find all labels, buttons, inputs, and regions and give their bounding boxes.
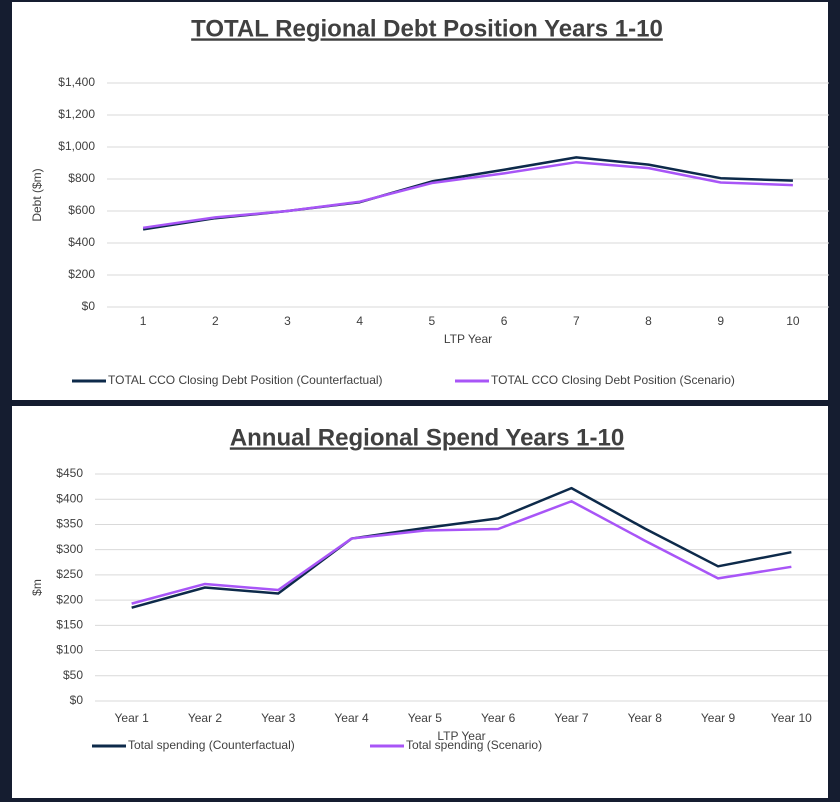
y-tick-label: $350 xyxy=(56,517,83,531)
x-tick-label: 2 xyxy=(212,314,219,328)
legend-label: Total spending (Scenario) xyxy=(406,738,542,752)
x-tick-label: 3 xyxy=(284,314,291,328)
y-tick-label: $100 xyxy=(56,643,83,657)
y-tick-label: $800 xyxy=(68,171,95,185)
series-line xyxy=(131,499,792,605)
x-tick-label: Year 2 xyxy=(188,711,223,725)
series-line xyxy=(131,486,792,609)
y-tick-label: $600 xyxy=(68,203,95,217)
y-tick-label: $1,200 xyxy=(58,107,95,121)
y-axis-title: Debt ($m) xyxy=(30,168,44,221)
x-tick-label: 1 xyxy=(140,314,147,328)
x-axis-title: LTP Year xyxy=(444,332,492,346)
legend-label: TOTAL CCO Closing Debt Position (Scenari… xyxy=(491,373,735,387)
x-tick-label: 4 xyxy=(356,314,363,328)
y-tick-label: $200 xyxy=(68,267,95,281)
x-tick-label: 9 xyxy=(717,314,724,328)
x-axis-title: LTP Year xyxy=(437,729,485,743)
y-tick-label: $0 xyxy=(70,693,84,707)
x-tick-label: 6 xyxy=(501,314,508,328)
y-tick-label: $50 xyxy=(63,668,83,682)
x-tick-label: 10 xyxy=(786,314,800,328)
x-tick-label: Year 9 xyxy=(701,711,736,725)
y-tick-label: $400 xyxy=(68,235,95,249)
x-tick-label: Year 8 xyxy=(628,711,663,725)
y-tick-label: $150 xyxy=(56,618,83,632)
x-tick-label: Year 7 xyxy=(554,711,589,725)
panel xyxy=(12,2,828,400)
chart-title: TOTAL Regional Debt Position Years 1-10 xyxy=(191,15,663,42)
x-tick-label: Year 3 xyxy=(261,711,296,725)
y-tick-label: $300 xyxy=(56,542,83,556)
x-tick-label: 5 xyxy=(429,314,436,328)
series-line xyxy=(142,160,793,230)
x-tick-label: Year 1 xyxy=(115,711,150,725)
x-tick-label: 7 xyxy=(573,314,580,328)
y-tick-label: $200 xyxy=(56,592,83,606)
legend-label: Total spending (Counterfactual) xyxy=(128,738,295,752)
x-tick-label: Year 4 xyxy=(334,711,369,725)
y-tick-label: $0 xyxy=(82,299,96,313)
x-tick-label: Year 6 xyxy=(481,711,516,725)
y-tick-label: $400 xyxy=(56,491,83,505)
legend-label: TOTAL CCO Closing Debt Position (Counter… xyxy=(108,373,383,387)
y-tick-label: $1,400 xyxy=(58,75,95,89)
x-tick-label: Year 5 xyxy=(408,711,443,725)
x-tick-label: Year 10 xyxy=(771,711,812,725)
y-tick-label: $1,000 xyxy=(58,139,95,153)
y-axis-title: $m xyxy=(30,579,44,596)
x-tick-label: 8 xyxy=(645,314,652,328)
chart-title: Annual Regional Spend Years 1-10 xyxy=(230,424,624,451)
y-tick-label: $250 xyxy=(56,567,83,581)
y-tick-label: $450 xyxy=(56,466,83,480)
